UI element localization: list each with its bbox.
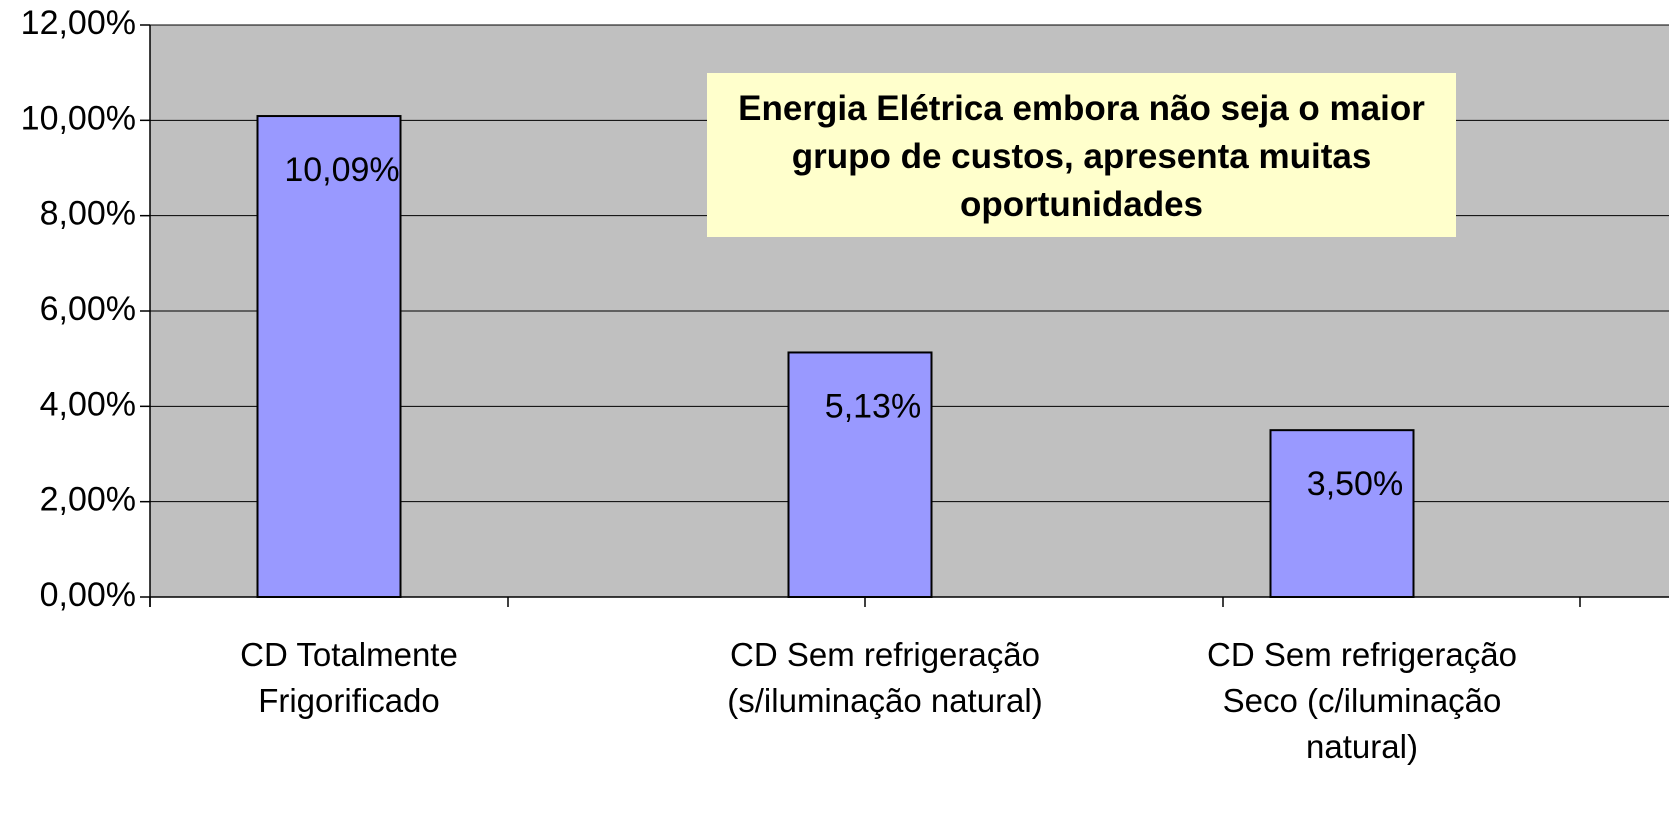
y-tick-label: 4,00% — [40, 385, 136, 423]
y-tick-label: 10,00% — [21, 99, 136, 137]
y-tick-label: 2,00% — [40, 481, 136, 519]
x-tick-label: CD Sem refrigeração Seco (c/iluminação n… — [1207, 636, 1517, 765]
value-label: 5,13% — [825, 387, 921, 425]
value-label: 10,09% — [284, 151, 399, 189]
y-tick-label: 6,00% — [40, 290, 136, 328]
y-tick-label: 0,00% — [40, 576, 136, 614]
x-tick-label: CD Sem refrigeração (s/iluminação natura… — [727, 636, 1043, 719]
bar — [256, 115, 402, 598]
y-tick-label: 12,00% — [21, 4, 136, 42]
x-tick-label: CD Totalmente Frigorificado — [240, 636, 458, 719]
bar — [1269, 429, 1415, 598]
value-label: 3,50% — [1307, 465, 1403, 503]
y-tick-label: 8,00% — [40, 195, 136, 233]
bar — [787, 351, 933, 598]
annotation: Energia Elétrica embora não seja o maior… — [707, 73, 1456, 237]
